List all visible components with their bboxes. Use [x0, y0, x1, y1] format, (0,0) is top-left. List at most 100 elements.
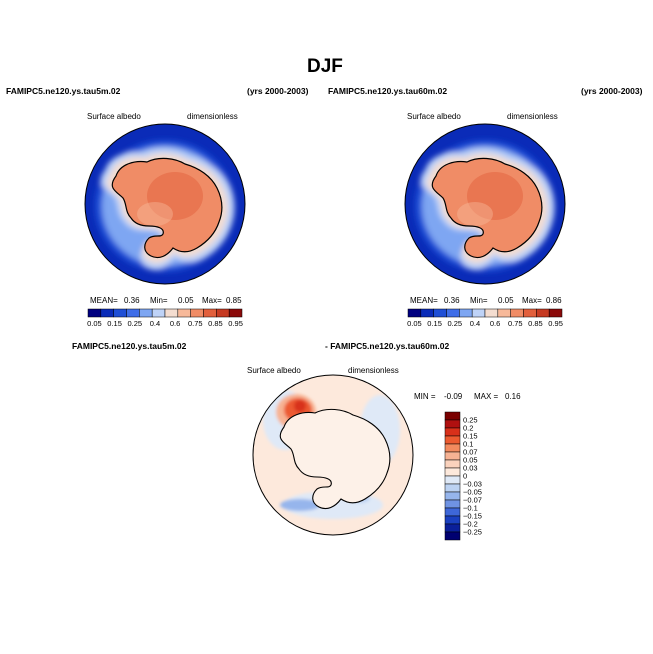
panel1-case-name: FAMIPC5.ne120.ys.tau5m.02: [6, 86, 121, 96]
panel1-colorbar-tick-label: 0.95: [228, 319, 243, 328]
diff-map: [252, 374, 414, 536]
panel2-max-label: Max=: [522, 296, 542, 305]
diff-colorbar-tick-label: −0.07: [463, 496, 482, 505]
panel2-colorbar-tick-label: 0.05: [407, 319, 422, 328]
figure-title: DJF: [307, 56, 343, 77]
diff-colorbar-swatch: [444, 475, 461, 485]
panel1-min-label: Min=: [150, 296, 168, 305]
diff-colorbar-tick-label: 0.05: [463, 456, 478, 465]
panel1-colorbar-tick-label: 0.6: [170, 319, 180, 328]
panel1-colorbar-swatch: [216, 308, 230, 318]
diff-colorbar-swatch: [444, 411, 461, 421]
panel1-colorbar-tick-label: 0.15: [107, 319, 122, 328]
panel1-colorbar-tick-label: 0.85: [208, 319, 223, 328]
panel1-min: 0.05: [178, 296, 194, 305]
panel1-colorbar-swatch: [164, 308, 179, 318]
panel2-colorbar-swatch: [420, 308, 434, 318]
diff-colorbar-tick-label: 0.07: [463, 448, 478, 457]
panel2-colorbar-swatch: [484, 308, 499, 318]
diff-colorbar-swatch: [444, 507, 461, 517]
diff-colorbar-swatch: [444, 499, 461, 509]
panel1-colorbar-swatch: [228, 308, 243, 318]
panel1-variable: Surface albedo: [87, 112, 141, 121]
panel1-mean: 0.36: [124, 296, 140, 305]
panel2-colorbar-swatch: [548, 308, 563, 318]
diff-units: dimensionless: [348, 366, 399, 375]
diff-colorbar-tick-label: −0.1: [463, 504, 478, 513]
diff-colorbar-tick-label: 0: [463, 472, 467, 481]
panel1-colorbar-swatch: [113, 308, 127, 318]
panel2-colorbar-swatch: [523, 308, 537, 318]
panel2-mean-label: MEAN=: [410, 296, 438, 305]
panel2-colorbar-swatch: [459, 308, 473, 318]
diff-colorbar-swatch: [444, 523, 461, 533]
panel2-colorbar-swatch: [407, 308, 422, 318]
diff-colorbar-tick-label: 0.15: [463, 432, 478, 441]
diff-colorbar-swatch: [444, 491, 461, 501]
diff-colorbar-swatch: [444, 451, 461, 461]
diff-colorbar-swatch: [444, 515, 461, 525]
diff-colorbar-swatch: [444, 467, 461, 477]
panel1-colorbar-swatch: [151, 308, 166, 318]
panel1-colorbar-swatch: [139, 308, 153, 318]
diff-colorbar-tick-label: −0.03: [463, 480, 482, 489]
diff-colorbar-tick-label: −0.2: [463, 520, 478, 529]
panel1-max: 0.85: [226, 296, 242, 305]
diff-colorbar-tick-label: 0.25: [463, 416, 478, 425]
panel2-colorbar-swatch: [471, 308, 486, 318]
panel2-case-name: FAMIPC5.ne120.ys.tau60m.02: [328, 86, 448, 96]
panel2-min-label: Min=: [470, 296, 488, 305]
panel2-colorbar-swatch: [536, 308, 550, 318]
diff-case-left: FAMIPC5.ne120.ys.tau5m.02: [72, 341, 187, 351]
panel1-colorbar-swatch: [177, 308, 191, 318]
panel1-colorbar-swatch: [190, 308, 204, 318]
diff-colorbar-tick-label: 0.03: [463, 464, 478, 473]
diff-colorbar-swatch: [444, 483, 461, 493]
panel1-mean-label: MEAN=: [90, 296, 118, 305]
diff-max: 0.16: [505, 392, 521, 401]
panel1-colorbar-swatch: [87, 308, 102, 318]
panel1-colorbar-tick-label: 0.05: [87, 319, 102, 328]
diff-colorbar-swatch: [444, 459, 461, 469]
panel2-variable: Surface albedo: [407, 112, 461, 121]
panel2-colorbar-swatch: [497, 308, 511, 318]
panel2-colorbar-tick-label: 0.25: [447, 319, 462, 328]
diff-colorbar-swatch: [444, 427, 461, 437]
diff-min-label: MIN =: [414, 392, 436, 401]
diff-colorbar-tick-label: 0.2: [463, 424, 473, 433]
panel2-colorbar-tick-label: 0.95: [548, 319, 563, 328]
panel2-colorbar-tick-label: 0.75: [508, 319, 523, 328]
diff-colorbar-tick-label: 0.1: [463, 440, 473, 449]
panel2-years: (yrs 2000-2003): [581, 86, 643, 96]
panel2-colorbar: 0.05 0.15 0.25 0.4 0.6 0.75 0.85 0.95: [407, 308, 563, 328]
diff-max-label: MAX =: [474, 392, 499, 401]
panel2-min: 0.05: [498, 296, 514, 305]
panel1-colorbar: 0.05 0.15 0.25 0.4 0.6 0.75 0.85 0.95: [87, 308, 243, 328]
panel1-colorbar-swatch: [100, 308, 114, 318]
diff-min: -0.09: [444, 392, 463, 401]
panel2-colorbar-swatch: [510, 308, 524, 318]
diff-variable: Surface albedo: [247, 366, 301, 375]
diff-colorbar-tick-label: −0.15: [463, 512, 482, 521]
panel1-colorbar-tick-label: 0.4: [150, 319, 160, 328]
panel1-colorbar-tick-label: 0.25: [127, 319, 142, 328]
panel2-colorbar-swatch: [446, 308, 460, 318]
panel2-colorbar-tick-label: 0.6: [490, 319, 500, 328]
panel2-map: [404, 123, 566, 285]
diff-colorbar-swatch: [444, 443, 461, 453]
panel2-colorbar-swatch: [433, 308, 447, 318]
diff-colorbar: 0.250.20.150.10.070.050.030−0.03−0.05−0.…: [444, 411, 482, 541]
diff-colorbar-swatch: [444, 419, 461, 429]
panel1-years: (yrs 2000-2003): [247, 86, 309, 96]
panel1-map: [84, 123, 246, 285]
panel2-colorbar-tick-label: 0.15: [427, 319, 442, 328]
panel2-colorbar-tick-label: 0.4: [470, 319, 480, 328]
panel1-max-label: Max=: [202, 296, 222, 305]
panel1-units: dimensionless: [187, 112, 238, 121]
panel1-colorbar-swatch: [126, 308, 140, 318]
panel2-units: dimensionless: [507, 112, 558, 121]
panel2-mean: 0.36: [444, 296, 460, 305]
diff-colorbar-swatch: [444, 435, 461, 445]
panel1-colorbar-swatch: [203, 308, 217, 318]
